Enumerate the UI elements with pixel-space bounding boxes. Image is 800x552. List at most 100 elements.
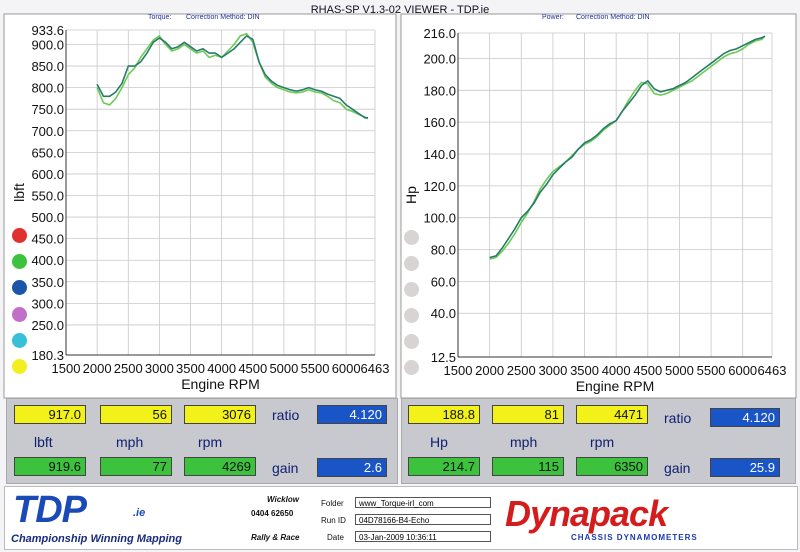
runid-field[interactable]: 04D78166-B4-Echo xyxy=(355,514,491,525)
legend-dot-empty[interactable] xyxy=(404,360,419,375)
power-y-tick: 216.0 xyxy=(423,26,456,41)
rally-race: Rally & Race xyxy=(251,533,300,542)
torque-chart-frame xyxy=(3,13,397,399)
torque-x-tick: 5000 xyxy=(269,361,298,376)
max-torque-rpm: 4269 xyxy=(184,457,256,476)
torque-x-tick: 3000 xyxy=(145,361,174,376)
power-y-tick: 60.0 xyxy=(431,274,456,289)
torque-x-tick: 2500 xyxy=(114,361,143,376)
unit-label-mph: mph xyxy=(116,434,144,450)
tdp-logo-suffix: .ie xyxy=(133,507,146,519)
max-power-mph: 115 xyxy=(492,457,564,476)
torque-correction: Correction Method: DIN xyxy=(186,14,260,21)
torque-x-tick: 5500 xyxy=(301,361,330,376)
tagline: Championship Winning Mapping xyxy=(11,533,182,545)
power-series-line xyxy=(489,35,766,260)
torque-x-tick: 1500 xyxy=(52,361,81,376)
runid-label: Run ID xyxy=(321,516,346,525)
ratio-value: 4.120 xyxy=(317,405,387,424)
torque-x-tick: 3500 xyxy=(176,361,205,376)
power-y-tick: 120.0 xyxy=(423,179,456,194)
folder-label: Folder xyxy=(321,499,344,508)
ratio-value: 4.120 xyxy=(710,408,780,427)
torque-y-tick: 180.3 xyxy=(31,348,64,363)
torque-y-tick: 700.0 xyxy=(31,124,64,139)
max-torque-mph: 77 xyxy=(100,457,172,476)
power-y-tick: 160.0 xyxy=(423,115,456,130)
unit-label-mph: mph xyxy=(510,434,538,450)
gain-value: 25.9 xyxy=(710,458,780,477)
unit-label-lbft: lbft xyxy=(34,434,53,450)
torque-y-tick: 550.0 xyxy=(31,188,64,203)
power-x-tick: 2000 xyxy=(475,363,504,378)
window-title: RHAS-SP V1.3-02 VIEWER - TDP.ie xyxy=(310,4,490,16)
max-power-rpm: 6350 xyxy=(576,457,648,476)
ratio-label: ratio xyxy=(664,410,692,426)
power-x-tick: 6000 xyxy=(728,363,757,378)
ratio-label: ratio xyxy=(272,407,300,423)
date-field[interactable]: 03-Jan-2009 10:36:11 xyxy=(355,531,491,542)
torque-x-tick: 4000 xyxy=(207,361,236,376)
torque-y-tick: 850.0 xyxy=(31,59,64,74)
power-y-tick: 200.0 xyxy=(423,51,456,66)
legend-dot-empty[interactable] xyxy=(404,282,419,297)
power-y-tick: 180.0 xyxy=(423,83,456,98)
dynapack-tagline: CHASSIS DYNAMOMETERS xyxy=(571,533,698,542)
torque-y-tick: 900.0 xyxy=(31,37,64,52)
torque-y-tick: 350.0 xyxy=(31,275,64,290)
unit-label-rpm: rpm xyxy=(590,434,615,450)
torque-y-tick: 650.0 xyxy=(31,145,64,160)
legend-dot-purple[interactable] xyxy=(12,307,27,322)
torque-y-tick: 500.0 xyxy=(31,210,64,225)
torque-y-tick: 300.0 xyxy=(31,296,64,311)
torque-y-tick: 750.0 xyxy=(31,102,64,117)
legend-dot-empty[interactable] xyxy=(404,256,419,271)
peak-power-mph: 81 xyxy=(492,405,564,424)
power-y-tick: 80.0 xyxy=(431,243,456,258)
peak-power-rpm: 4471 xyxy=(576,405,648,424)
power-x-label: Engine RPM xyxy=(576,378,655,394)
power-x-tick: 5000 xyxy=(665,363,694,378)
power-subtitle: Power: xyxy=(542,14,564,21)
torque-subtitle: Torque: xyxy=(148,14,172,21)
peak-torque-rpm: 3076 xyxy=(184,405,256,424)
power-y-label: Hp xyxy=(403,186,419,204)
max-torque-value: 919.6 xyxy=(14,457,86,476)
tdp-logo: TDP xyxy=(13,489,87,531)
power-y-tick: 100.0 xyxy=(423,211,456,226)
legend-dot-empty[interactable] xyxy=(404,308,419,323)
power-x-tick: 6463 xyxy=(758,363,787,378)
legend-dot-empty[interactable] xyxy=(404,230,419,245)
folder-field[interactable]: www_Torque-irl_com xyxy=(355,497,491,508)
phone: 0404 62650 xyxy=(251,509,294,518)
power-x-tick: 2500 xyxy=(507,363,536,378)
power-chart: 1500 2000 2500 3000 3500 4000 4500 5000 5500 6000… xyxy=(403,26,786,394)
peak-torque-mph: 56 xyxy=(100,405,172,424)
power-correction: Correction Method: DIN xyxy=(576,14,650,21)
torque-series-line xyxy=(96,35,368,119)
date-label: Date xyxy=(327,533,344,542)
torque-y-tick: 933.6 xyxy=(31,23,64,38)
gain-value: 2.6 xyxy=(317,458,387,477)
torque-x-tick: 6463 xyxy=(361,361,390,376)
location: Wicklow xyxy=(267,495,299,504)
torque-x-tick: 6000 xyxy=(332,361,361,376)
torque-x-tick: 4500 xyxy=(238,361,267,376)
power-y-tick: 140.0 xyxy=(423,147,456,162)
torque-x-label: Engine RPM xyxy=(181,376,260,392)
legend-dot-empty[interactable] xyxy=(404,334,419,349)
torque-x-tick: 2000 xyxy=(83,361,112,376)
legend-dot-red[interactable] xyxy=(12,228,27,243)
legend-dot-yellow[interactable] xyxy=(12,359,27,374)
legend-dot-green[interactable] xyxy=(12,254,27,269)
torque-y-tick: 450.0 xyxy=(31,232,64,247)
power-chart-frame xyxy=(400,13,797,399)
legend-dot-cyan[interactable] xyxy=(12,333,27,348)
dynapack-logo: Dynapack xyxy=(505,493,668,534)
unit-label-hp: Hp xyxy=(430,434,448,450)
legend-dot-blue[interactable] xyxy=(12,280,27,295)
torque-y-tick: 600.0 xyxy=(31,167,64,182)
peak-power-value: 188.8 xyxy=(408,405,480,424)
gain-label: gain xyxy=(272,460,299,476)
power-y-tick: 12.5 xyxy=(431,350,456,365)
